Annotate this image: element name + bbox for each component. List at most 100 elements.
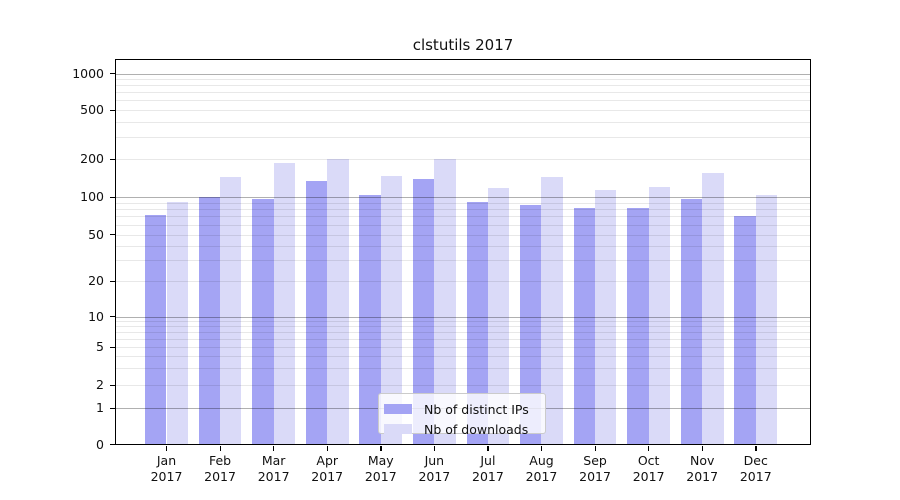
bar-downloads — [648, 186, 671, 445]
y-axis-tick-label: 1000 — [72, 65, 104, 81]
x-axis-tick — [166, 446, 168, 451]
x-axis-tick-label: Feb 2017 — [204, 453, 236, 484]
minor-gridline — [115, 281, 811, 282]
minor-gridline — [115, 368, 811, 370]
minor-gridline — [115, 121, 811, 123]
bar-distinct-ips — [412, 179, 435, 445]
y-axis-tick-label: 2 — [96, 377, 104, 392]
minor-gridline — [115, 137, 811, 139]
legend: Nb of distinct IPs Nb of downloads — [378, 393, 546, 437]
x-axis-tick-label: Dec 2017 — [739, 453, 772, 484]
minor-gridline — [115, 385, 811, 386]
x-axis-tick — [219, 446, 221, 451]
minor-gridline — [115, 332, 811, 334]
minor-gridline — [115, 321, 811, 323]
legend-label-downloads: Nb of downloads — [424, 421, 529, 437]
x-axis-tick — [433, 446, 436, 451]
bar-distinct-ips — [627, 208, 649, 445]
bar-downloads — [273, 162, 296, 445]
x-axis-tick-label: Nov 2017 — [686, 453, 719, 484]
y-axis-tick-label: 10 — [88, 308, 104, 324]
major-gridline — [115, 316, 811, 318]
minor-gridline — [115, 338, 811, 340]
bar-distinct-ips — [680, 199, 703, 445]
x-axis-tick — [487, 446, 489, 451]
y-axis-tick — [110, 109, 115, 111]
x-axis-tick-label: Sep 2017 — [579, 453, 611, 484]
x-axis-tick — [380, 446, 382, 451]
y-axis-tick — [110, 234, 115, 236]
y-axis-tick — [110, 280, 115, 282]
bar-distinct-ips — [198, 197, 221, 445]
bar-downloads — [755, 195, 778, 445]
bar-distinct-ips — [466, 201, 488, 445]
bar-downloads — [487, 188, 510, 445]
y-axis-tick — [110, 407, 115, 409]
minor-gridline — [115, 202, 811, 204]
y-axis-tick — [110, 384, 115, 386]
minor-gridline — [115, 326, 811, 328]
x-axis-tick-label: Aug 2017 — [525, 453, 558, 484]
x-axis-tick-label: Jun 2017 — [418, 453, 451, 484]
x-axis-tick-label: Mar 2017 — [257, 453, 290, 484]
x-axis-tick — [648, 446, 650, 451]
x-axis-tick — [701, 446, 703, 451]
y-axis-tick-label: 200 — [80, 151, 104, 166]
minor-gridline — [115, 159, 811, 160]
bar-distinct-ips — [305, 181, 328, 445]
y-axis-tick-label: 500 — [80, 102, 104, 117]
y-axis-tick — [110, 444, 115, 446]
minor-gridline — [115, 216, 811, 218]
minor-gridline — [115, 234, 811, 236]
y-axis-tick — [110, 73, 115, 75]
minor-gridline — [115, 260, 811, 262]
minor-gridline — [115, 85, 811, 87]
minor-gridline — [115, 224, 811, 226]
minor-gridline — [115, 92, 811, 94]
bar-distinct-ips — [520, 205, 542, 445]
major-gridline — [115, 73, 811, 75]
bar-distinct-ips — [145, 214, 167, 445]
minor-gridline — [115, 209, 811, 211]
x-axis-tick — [326, 446, 328, 451]
chart-title: clstutils 2017 — [412, 36, 514, 54]
x-axis-tick — [594, 446, 596, 451]
y-axis-tick-label: 1 — [96, 400, 104, 415]
minor-gridline — [115, 110, 811, 111]
x-axis-tick-label: Oct 2017 — [632, 453, 665, 484]
x-axis-tick-label: Jan 2017 — [150, 453, 183, 484]
minor-gridline — [115, 347, 811, 348]
legend-label-distinct-ips: Nb of distinct IPs — [424, 401, 529, 417]
x-axis-tick — [540, 446, 543, 451]
x-axis-tick-label: Apr 2017 — [311, 453, 344, 484]
bar-downloads — [702, 173, 724, 445]
y-axis-tick-label: 5 — [96, 339, 104, 354]
minor-gridline — [115, 100, 811, 102]
major-gridline — [115, 197, 811, 198]
bar-downloads — [166, 201, 188, 445]
legend-item-downloads: Nb of downloads — [384, 419, 545, 439]
y-axis-tick-label: 20 — [88, 273, 104, 288]
plot-area: 0 1 2 5 10 20 50 100 200 500 1000 Jan 2017 Feb 2017 M… — [72, 59, 811, 484]
x-axis-tick-label: Jul 2017 — [472, 453, 504, 484]
bar-distinct-ips — [573, 207, 596, 445]
minor-gridline — [115, 79, 811, 81]
bar-downloads — [327, 159, 349, 445]
bar-distinct-ips — [734, 216, 756, 445]
bar-downloads — [595, 189, 617, 445]
y-axis-tick — [110, 346, 115, 348]
bar-downloads — [541, 177, 563, 445]
bar-distinct-ips — [359, 194, 381, 445]
legend-swatch-distinct-ips — [384, 404, 412, 414]
y-axis-tick — [110, 196, 115, 198]
x-axis-tick-label: May 2017 — [364, 453, 397, 484]
y-axis-tick-label: 100 — [80, 189, 104, 204]
y-axis-tick — [110, 316, 115, 318]
minor-gridline — [115, 356, 811, 358]
x-axis-tick — [755, 446, 757, 451]
legend-item-distinct-ips: Nb of distinct IPs — [384, 399, 545, 419]
minor-gridline — [115, 245, 811, 247]
y-axis-tick-label: 0 — [96, 436, 104, 452]
bar-downloads — [220, 176, 242, 445]
